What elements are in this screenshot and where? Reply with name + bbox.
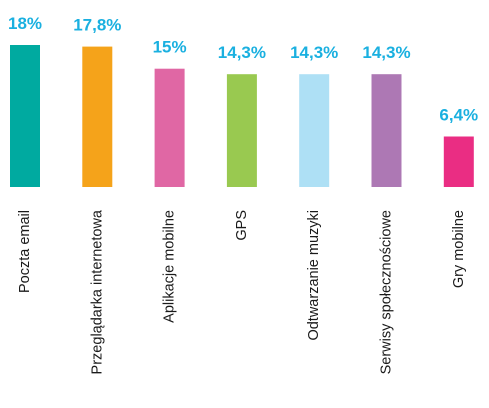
bar-7	[443, 136, 474, 187]
bars-layer	[10, 45, 474, 187]
bar-6	[371, 74, 402, 187]
category-label-6: Serwisy społecznościowe	[379, 210, 395, 374]
bar-2	[82, 46, 113, 187]
category-label-2: Przeglądarka internetowa	[89, 209, 105, 374]
bar-3	[154, 68, 185, 187]
category-label-4: GPS	[234, 210, 250, 241]
value-label-3: 15%	[153, 38, 187, 57]
value-label-1: 18%	[8, 14, 42, 33]
bar-4	[226, 74, 257, 187]
category-label-1: Poczta email	[17, 210, 33, 293]
bar-1	[10, 45, 40, 187]
value-label-5: 14,3%	[290, 43, 338, 62]
category-label-7: Gry mobilne	[451, 210, 467, 288]
value-labels-layer: 18% 17,8% 15% 14,3% 14,3% 14,3% 6,4%	[8, 14, 478, 125]
category-labels-layer: Poczta email Przeglądarka internetowa Apli…	[17, 209, 467, 374]
value-label-2: 17,8%	[73, 16, 121, 35]
value-label-7: 6,4%	[439, 106, 478, 125]
category-label-3: Aplikacje mobilne	[162, 210, 178, 323]
value-label-4: 14,3%	[218, 43, 266, 62]
bar-5	[299, 74, 330, 187]
category-label-5: Odtwarzanie muzyki	[306, 210, 322, 341]
value-label-6: 14,3%	[362, 43, 410, 62]
